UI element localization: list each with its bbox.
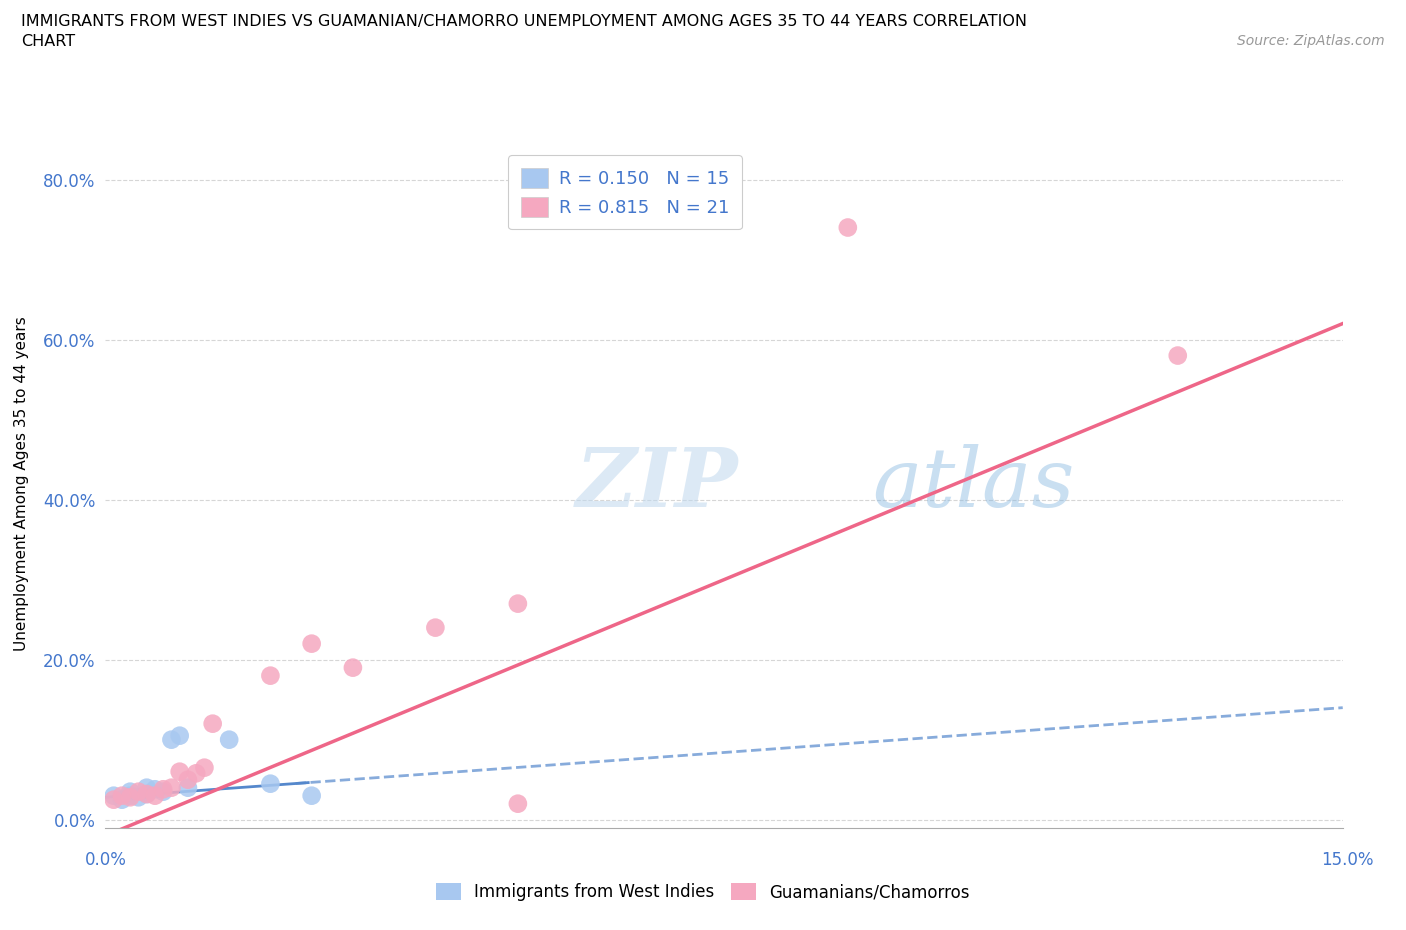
Point (218, 732, 240, 747)
Point (506, 796, 529, 811)
Point (259, 669, 281, 684)
Point (301, 789, 323, 804)
Point (169, 728, 191, 743)
Point (103, 789, 125, 804)
Point (186, 765, 208, 780)
Point (135, 780, 157, 795)
Text: atlas: atlas (873, 444, 1076, 524)
Point (120, 789, 142, 804)
Point (177, 772, 200, 787)
Text: IMMIGRANTS FROM WEST INDIES VS GUAMANIAN/CHAMORRO UNEMPLOYMENT AMONG AGES 35 TO : IMMIGRANTS FROM WEST INDIES VS GUAMANIAN… (21, 14, 1028, 29)
Point (342, 660, 364, 675)
Point (143, 789, 166, 804)
Point (177, 780, 200, 795)
Text: 0.0%: 0.0% (84, 851, 127, 870)
Point (506, 596, 529, 611)
Point (111, 792, 134, 807)
Point (259, 777, 281, 791)
Point (103, 792, 125, 807)
Point (135, 787, 157, 802)
Point (143, 782, 166, 797)
Text: Source: ZipAtlas.com: Source: ZipAtlas.com (1237, 34, 1385, 48)
Point (201, 716, 224, 731)
Point (193, 760, 215, 775)
Point (160, 732, 183, 747)
Point (120, 784, 142, 799)
Point (169, 764, 191, 779)
Legend: R = 0.150   N = 15, R = 0.815   N = 21: R = 0.150 N = 15, R = 0.815 N = 21 (509, 155, 742, 230)
Point (152, 784, 174, 799)
Point (160, 780, 183, 795)
Point (127, 790, 149, 804)
Text: ZIP: ZIP (575, 444, 738, 524)
Point (111, 789, 134, 804)
Text: CHART: CHART (21, 34, 75, 49)
Point (425, 620, 447, 635)
Y-axis label: Unemployment Among Ages 35 to 44 years: Unemployment Among Ages 35 to 44 years (14, 316, 30, 651)
Point (152, 782, 174, 797)
Point (1167, 348, 1189, 363)
Text: 15.0%: 15.0% (1320, 851, 1374, 870)
Point (127, 784, 149, 799)
Point (301, 636, 323, 651)
Point (135, 787, 157, 802)
Legend: Immigrants from West Indies, Guamanians/Chamorros: Immigrants from West Indies, Guamanians/… (429, 876, 977, 908)
Point (837, 220, 859, 235)
Point (120, 790, 142, 804)
